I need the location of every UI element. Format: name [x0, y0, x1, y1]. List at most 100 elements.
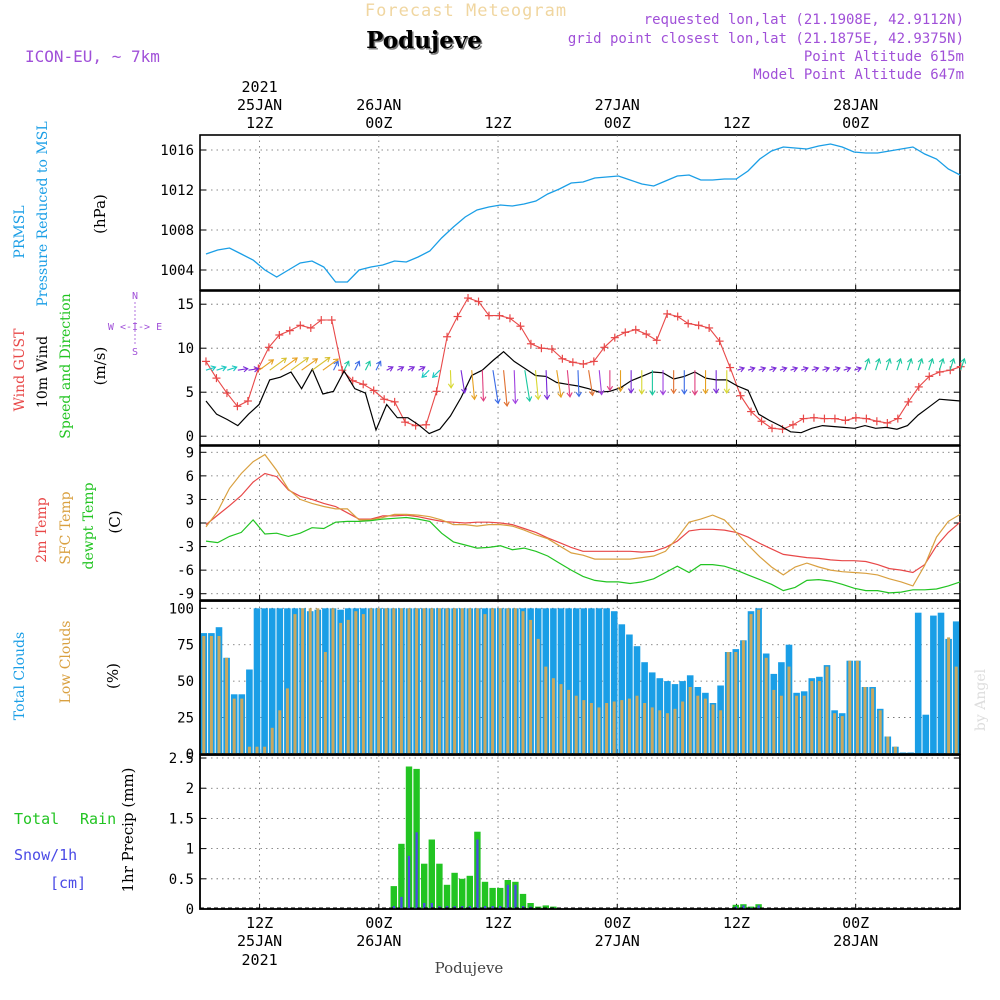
- wind-arrow: [832, 367, 840, 371]
- snow-bar: [506, 884, 509, 909]
- rain-bar: [390, 886, 397, 909]
- wind-arrow-head: [376, 360, 382, 367]
- bottom-date-label: 26JAN: [356, 932, 401, 950]
- snow-bar: [491, 906, 494, 909]
- low-cloud-bar: [863, 687, 867, 754]
- low-cloud-bar: [643, 703, 647, 754]
- wind-arrow-head: [864, 357, 871, 364]
- low-cloud-bar: [285, 688, 289, 754]
- wind-arrow: [301, 358, 318, 371]
- y-tick-label: 6: [186, 469, 194, 485]
- y-tick-label: 5: [186, 385, 194, 401]
- total-cloud-bar: [618, 624, 626, 754]
- snow-bar: [757, 905, 760, 909]
- wind-titles: Wind GUST 10m Wind Speed and Direction (…: [12, 291, 162, 439]
- precip-total-label: Total: [14, 810, 59, 828]
- wind-arrow-head: [210, 365, 217, 372]
- credit-watermark: by Angel: [973, 668, 989, 731]
- top-hour-label: 00Z: [604, 114, 631, 132]
- wind-arrow-head: [512, 398, 519, 405]
- low-cloud-bar: [635, 695, 639, 754]
- wind-arrow-head: [713, 388, 720, 395]
- low-cloud-bar: [331, 608, 335, 754]
- wind-arrow-head: [588, 390, 596, 397]
- wind-arrow: [460, 370, 466, 394]
- precip-panel: 0 0.5 1 1.5 2 2.5: [169, 751, 961, 918]
- low-cloud-bar: [787, 666, 791, 754]
- wind-arrow: [906, 358, 912, 371]
- compass-n: N: [132, 291, 138, 302]
- low-cloud-bar: [430, 608, 434, 754]
- y-tick-label: 9: [186, 445, 194, 461]
- y-tick-label: 0.5: [169, 872, 194, 888]
- wind-arrow-head: [856, 366, 862, 373]
- wind-arrow-head: [917, 357, 924, 364]
- wind-arrow: [885, 358, 891, 371]
- y-tick-label: 25: [177, 711, 194, 727]
- wind-arrow-head: [242, 366, 249, 373]
- wind-arrow-head: [409, 366, 416, 372]
- low-cloud-bar: [810, 681, 814, 754]
- wind-arrow-head: [460, 388, 468, 394]
- temp-dewpt-line: [205, 516, 961, 594]
- panel-frame: [199, 134, 961, 291]
- wind-arrow-head: [333, 360, 340, 367]
- wind-arrow-head: [670, 388, 677, 395]
- low-cloud-bar: [719, 710, 723, 754]
- wind-arrow-head: [875, 357, 882, 364]
- wind-arrow: [290, 357, 309, 371]
- low-cloud-bar: [650, 707, 654, 754]
- bottom-hour-label: 12Z: [246, 914, 273, 932]
- low-cloud-bar: [855, 660, 859, 754]
- wind-panel: 0 5 10 15: [177, 290, 967, 446]
- y-tick-label: 1008: [160, 223, 194, 239]
- top-hour-label: 00Z: [842, 114, 869, 132]
- low-cloud-bar: [483, 614, 487, 754]
- low-cloud-bar: [627, 698, 631, 754]
- wind-arrow: [811, 367, 819, 371]
- wind-arrow-head: [802, 366, 809, 373]
- low-cloud-bar: [415, 608, 419, 754]
- top-date-label: 25JAN: [237, 96, 282, 114]
- precip-ylabel: 1hr Precip (mm): [119, 767, 137, 892]
- low-cloud-bar: [361, 614, 365, 754]
- precip-snow-label: Snow/1h: [14, 846, 77, 864]
- wind-arrow-head: [419, 366, 426, 372]
- clouds-ylabel: (%): [104, 663, 122, 689]
- wind-arrow: [375, 361, 382, 371]
- wind-arrow: [354, 361, 360, 371]
- wind-arrow: [758, 367, 766, 371]
- rain-bar: [466, 875, 473, 909]
- wind-line: [205, 350, 961, 435]
- bottom-hour-label: 12Z: [723, 914, 750, 932]
- low-cloud-bar: [217, 636, 221, 754]
- location-title: Podujeve: [366, 27, 482, 54]
- pressure-ylabel: (hPa): [91, 194, 109, 234]
- clouds-panel: 0 25 50 75 100: [169, 600, 961, 763]
- low-clouds-title: Low Clouds: [58, 621, 74, 704]
- low-cloud-bar: [209, 636, 213, 754]
- wind-arrow: [566, 370, 571, 397]
- wind-arrow: [237, 368, 248, 371]
- low-cloud-bar: [346, 619, 350, 754]
- low-cloud-bar: [544, 666, 548, 754]
- wind-arrow-head: [503, 401, 510, 408]
- wind-arrow: [492, 370, 499, 404]
- wind-arrow-head: [303, 357, 310, 363]
- clouds-titles: Total Clouds Low Clouds (%): [12, 621, 122, 721]
- pressure-line: [205, 143, 961, 283]
- wind-arrow-head: [431, 372, 438, 379]
- y-tick-label: 0: [186, 429, 194, 445]
- low-cloud-bar: [232, 698, 236, 754]
- total-cloud-bar: [930, 615, 937, 754]
- low-cloud-bar: [567, 689, 571, 754]
- temp-dewpt-title: dewpt Temp: [81, 482, 97, 569]
- wind-arrow-head: [543, 394, 551, 401]
- low-cloud-bar: [726, 652, 730, 754]
- low-cloud-bar: [947, 637, 951, 754]
- wind-arrow: [333, 361, 339, 371]
- low-cloud-bar: [301, 608, 305, 754]
- snow-bar: [423, 903, 426, 909]
- low-cloud-bar: [658, 710, 662, 754]
